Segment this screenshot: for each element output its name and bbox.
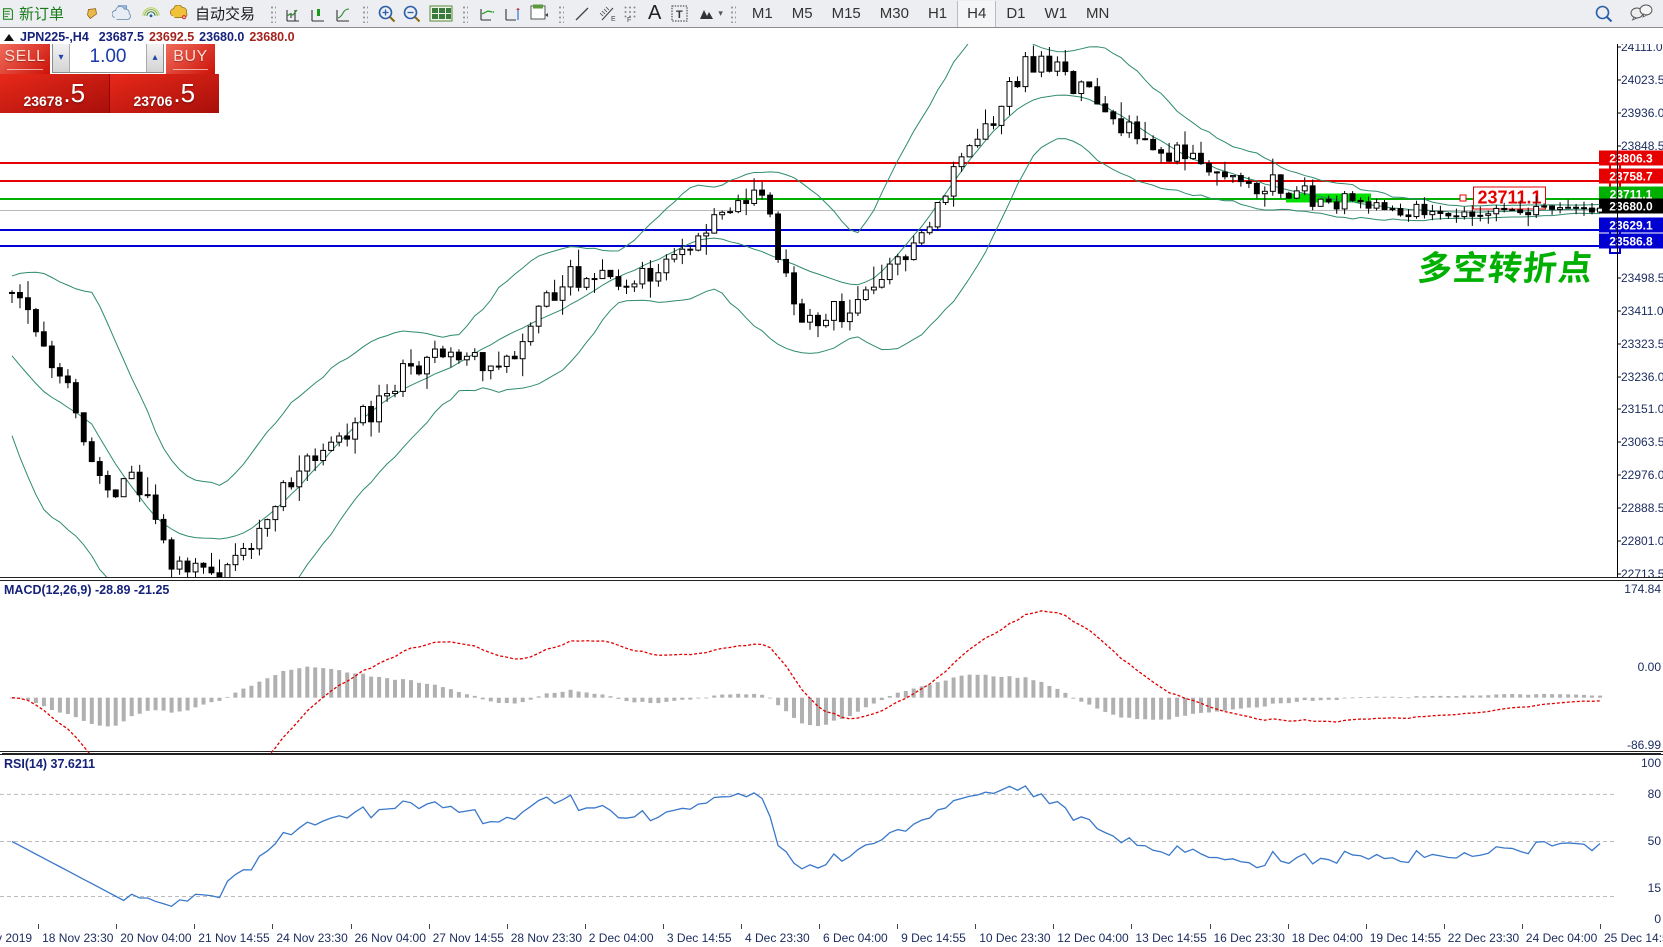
svg-text:T: T	[676, 9, 683, 21]
svg-text:E: E	[611, 16, 616, 23]
svg-text:F: F	[627, 17, 631, 23]
